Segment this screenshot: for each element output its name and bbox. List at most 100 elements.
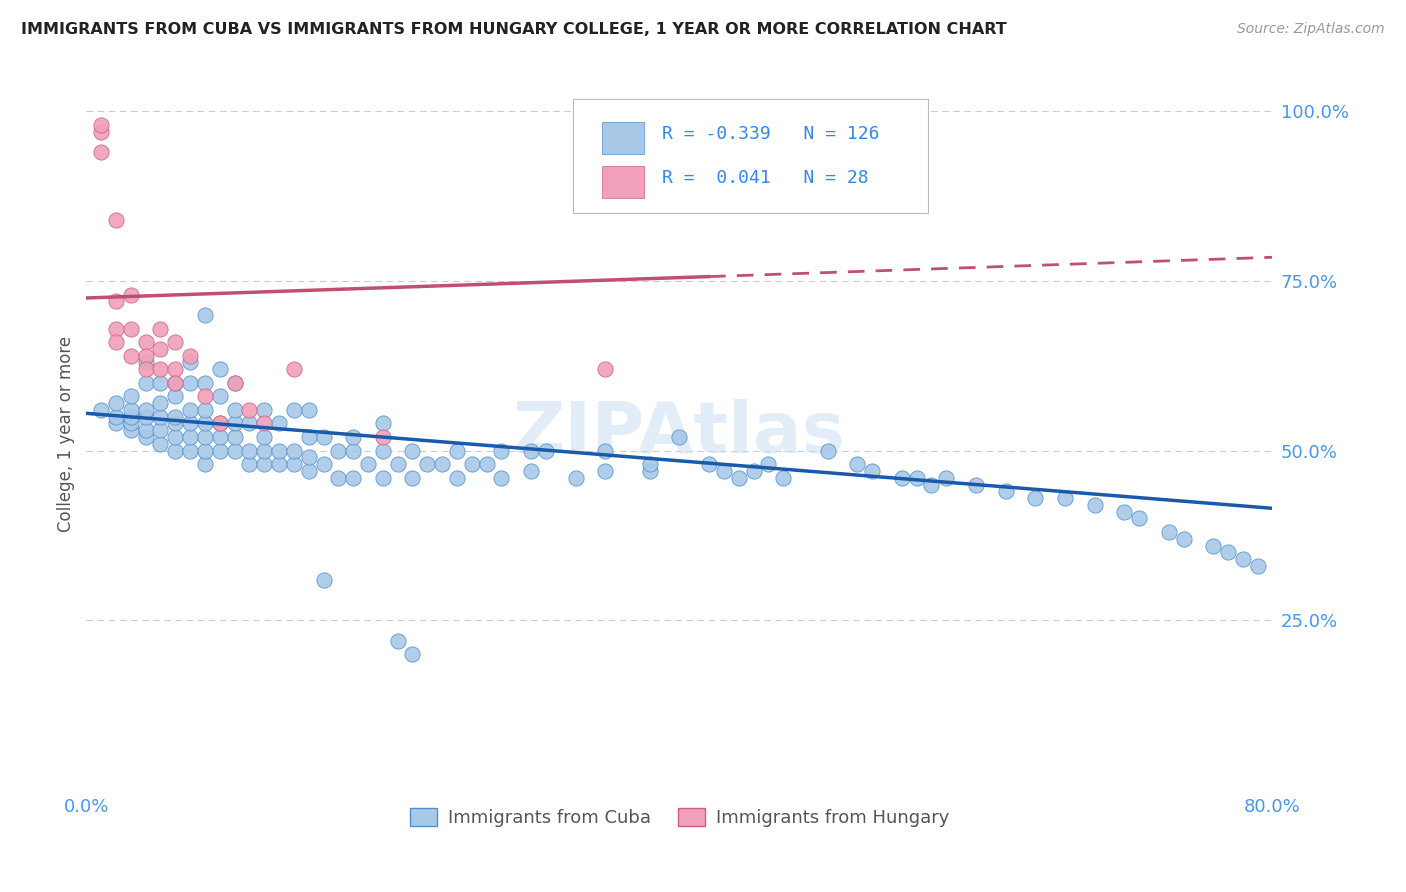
Point	[194, 457, 217, 471]
Point	[401, 647, 423, 661]
Point	[387, 457, 409, 471]
Point	[135, 376, 157, 390]
Point	[1157, 524, 1180, 539]
Point	[104, 321, 127, 335]
Point	[90, 125, 112, 139]
Point	[104, 396, 127, 410]
Point	[1173, 532, 1195, 546]
Point	[179, 443, 201, 458]
Point	[238, 457, 260, 471]
Point	[593, 443, 616, 458]
Point	[194, 430, 217, 444]
Point	[90, 145, 112, 159]
Point	[668, 430, 690, 444]
Point	[208, 417, 231, 431]
Point	[446, 443, 468, 458]
Point	[179, 403, 201, 417]
Point	[713, 464, 735, 478]
Point	[1202, 539, 1225, 553]
Point	[165, 430, 187, 444]
Point	[120, 287, 142, 301]
Point	[104, 417, 127, 431]
Point	[135, 334, 157, 349]
Point	[1216, 545, 1239, 559]
Point	[224, 376, 246, 390]
Point	[401, 471, 423, 485]
Point	[1053, 491, 1076, 505]
Point	[90, 403, 112, 417]
Point	[104, 294, 127, 309]
Point	[194, 308, 217, 322]
Y-axis label: College, 1 year or more: College, 1 year or more	[58, 335, 75, 532]
Point	[371, 443, 394, 458]
Point	[1246, 559, 1268, 574]
Point	[416, 457, 439, 471]
Point	[1114, 505, 1136, 519]
Point	[727, 471, 749, 485]
Point	[194, 417, 217, 431]
Point	[890, 471, 912, 485]
Point	[224, 443, 246, 458]
Point	[135, 409, 157, 424]
Point	[534, 443, 557, 458]
Point	[120, 389, 142, 403]
Point	[253, 417, 276, 431]
Point	[165, 443, 187, 458]
Point	[1024, 491, 1046, 505]
Point	[179, 349, 201, 363]
Point	[135, 403, 157, 417]
Point	[920, 477, 942, 491]
Text: ZIPAtlas: ZIPAtlas	[513, 400, 845, 468]
Point	[520, 443, 543, 458]
Point	[1083, 498, 1105, 512]
Point	[238, 443, 260, 458]
Point	[104, 213, 127, 227]
Point	[208, 417, 231, 431]
Point	[90, 118, 112, 132]
Point	[165, 389, 187, 403]
Point	[224, 403, 246, 417]
Point	[149, 362, 172, 376]
Point	[253, 403, 276, 417]
Point	[298, 450, 321, 465]
Point	[357, 457, 380, 471]
Point	[371, 430, 394, 444]
Point	[208, 430, 231, 444]
Point	[491, 471, 513, 485]
Point	[179, 430, 201, 444]
Point	[267, 443, 290, 458]
Point	[224, 376, 246, 390]
Point	[165, 376, 187, 390]
FancyBboxPatch shape	[572, 99, 928, 213]
Point	[135, 362, 157, 376]
Point	[638, 464, 661, 478]
Point	[267, 457, 290, 471]
Point	[1232, 552, 1254, 566]
Point	[475, 457, 498, 471]
Point	[994, 484, 1017, 499]
Text: R = -0.339   N = 126: R = -0.339 N = 126	[662, 125, 879, 143]
Point	[120, 417, 142, 431]
Point	[135, 430, 157, 444]
FancyBboxPatch shape	[602, 166, 644, 198]
Point	[165, 417, 187, 431]
Point	[430, 457, 453, 471]
Point	[104, 409, 127, 424]
Point	[208, 443, 231, 458]
Point	[312, 457, 335, 471]
Point	[165, 334, 187, 349]
Point	[149, 396, 172, 410]
Point	[120, 349, 142, 363]
Point	[120, 403, 142, 417]
Point	[120, 409, 142, 424]
Point	[208, 389, 231, 403]
Point	[120, 321, 142, 335]
Point	[491, 443, 513, 458]
Point	[935, 471, 957, 485]
Point	[772, 471, 794, 485]
Point	[253, 457, 276, 471]
Point	[238, 403, 260, 417]
Point	[194, 443, 217, 458]
Point	[298, 430, 321, 444]
Point	[860, 464, 883, 478]
